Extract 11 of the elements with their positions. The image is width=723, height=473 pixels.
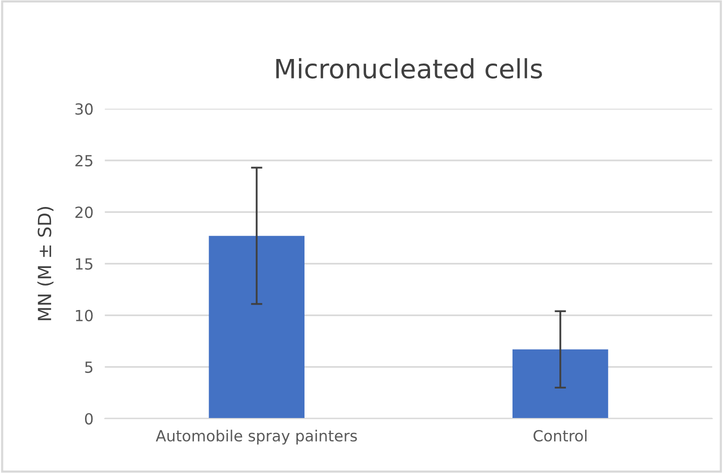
y-tick-label: 30 — [75, 103, 93, 115]
y-tick-label: 15 — [76, 258, 92, 270]
y-tick-label: 0 — [85, 413, 93, 425]
y-tick-label: 20 — [75, 206, 93, 218]
y-tick-label: 25 — [75, 154, 92, 166]
y-tick-label: 5 — [85, 362, 92, 373]
x-tick-label: Automobile spray painters — [156, 430, 357, 444]
y-axis-title: MN (M ± SD) — [37, 207, 54, 320]
y-tick-label: 10 — [76, 310, 93, 322]
chart-title: Micronucleated cells — [276, 58, 542, 79]
x-tick-label: Control — [534, 430, 586, 442]
